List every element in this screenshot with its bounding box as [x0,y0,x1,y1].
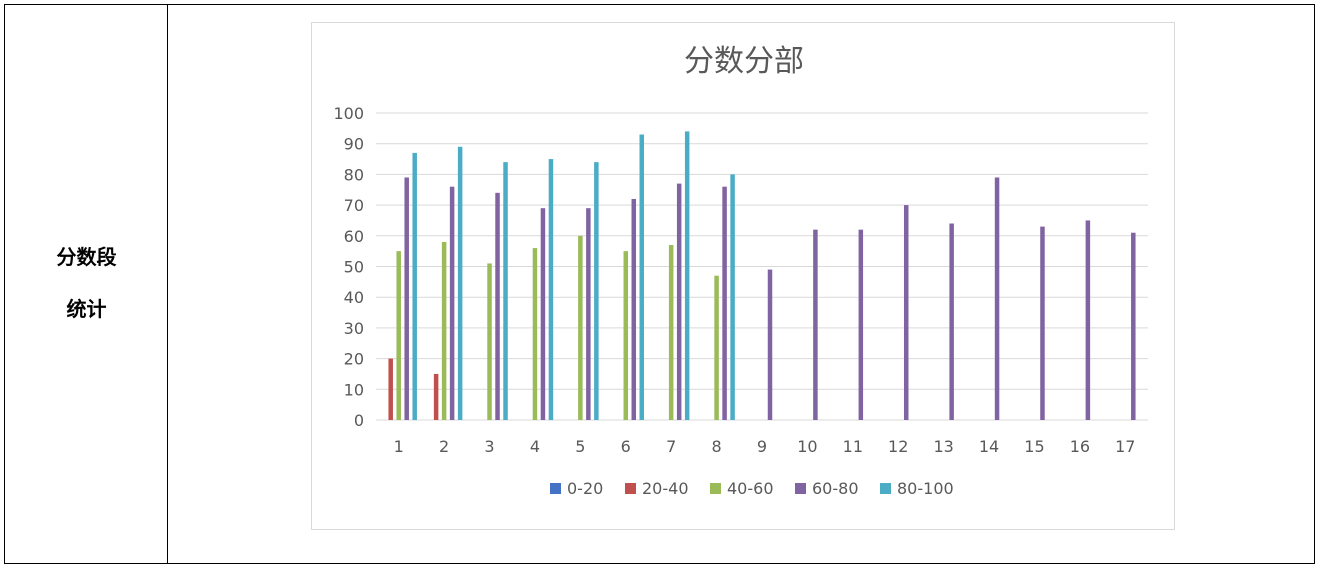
y-tick-label: 100 [333,104,364,123]
row-label-line1: 分数段 [56,245,117,269]
bar-40-60-5 [578,235,583,420]
legend-item: 40-60 [710,479,774,498]
chart-container: 分数分部 0 10 20 30 40 50 60 70 80 90 100 1 2 3 4 5 6 7 8 9 10 1… [311,22,1175,530]
legend-swatch [625,483,636,494]
bar-60-80-16 [1085,220,1091,420]
bar-40-60-3 [487,263,492,420]
legend-label: 80-100 [897,479,954,498]
bar-60-80-5 [586,208,591,420]
x-tick-label: 11 [843,437,863,456]
legend-swatch [710,483,721,494]
y-tick-label: 90 [344,135,364,154]
y-tick-label: 70 [344,196,364,215]
bar-80-100-5 [594,162,599,420]
legend-label: 0-20 [567,479,603,498]
bar-80-100-1 [412,152,417,420]
bar-40-60-7 [668,245,674,420]
bar-60-80-3 [495,192,500,420]
y-tick-label: 80 [344,165,364,184]
bar-40-60-6 [623,251,629,420]
bar-80-100-7 [684,131,690,421]
row-label-cell: 分数段 统计 [5,5,168,563]
x-tick-label: 1 [394,437,404,456]
x-tick-label: 9 [757,437,767,456]
x-tick-label: 13 [933,437,953,456]
x-tick-label: 12 [888,437,908,456]
bar-60-80-10 [813,229,818,420]
legend-label: 20-40 [642,479,689,498]
bar-40-60-4 [532,248,538,420]
legend-label: 40-60 [727,479,774,498]
x-tick-label: 4 [530,437,540,456]
bar-60-80-13 [949,223,954,420]
y-tick-label: 50 [344,258,364,277]
bar-20-40-1 [388,358,393,420]
bar-80-100-4 [548,159,554,421]
x-tick-label: 14 [979,437,999,456]
bar-60-80-12 [903,205,909,420]
x-tick-label: 8 [711,437,721,456]
bar-20-40-2 [433,373,439,420]
bar-40-60-1 [396,251,401,420]
y-tick-label: 30 [344,319,364,338]
bar-60-80-14 [994,177,1000,420]
y-tick-label: 40 [344,288,364,307]
x-tick-label: 10 [797,437,817,456]
legend-item: 20-40 [625,479,689,498]
bar-60-80-8 [722,186,727,420]
bar-60-80-2 [449,186,455,420]
y-tick-label: 0 [354,411,364,430]
bar-80-100-6 [639,134,645,420]
bar-60-80-6 [631,198,637,420]
bar-60-80-11 [858,229,864,420]
x-tick-label: 15 [1024,437,1044,456]
legend-swatch [795,483,806,494]
x-tick-label: 16 [1070,437,1090,456]
bar-80-100-3 [503,162,508,420]
bar-60-80-17 [1131,232,1136,420]
legend-label: 60-80 [812,479,859,498]
x-tick-label: 6 [621,437,631,456]
x-tick-label: 2 [439,437,449,456]
bar-40-60-2 [441,241,447,420]
x-tick-label: 17 [1115,437,1135,456]
legend-swatch [880,483,891,494]
bar-60-80-7 [676,183,682,420]
y-tick-label: 60 [344,227,364,246]
legend-item: 0-20 [550,479,603,498]
bar-80-100-2 [457,146,463,420]
x-tick-label: 7 [666,437,676,456]
bar-60-80-1 [404,177,409,420]
chart-title: 分数分部 [684,44,804,79]
legend-swatch [550,483,561,494]
y-tick-label: 20 [344,350,364,369]
bar-60-80-4 [540,208,546,420]
x-tick-label: 3 [484,437,494,456]
x-tick-label: 5 [575,437,585,456]
legend-item: 60-80 [795,479,859,498]
bar-60-80-15 [1040,226,1045,420]
bar-60-80-9 [767,269,773,420]
bar-80-100-8 [730,174,735,420]
row-label-line2: 统计 [66,297,107,321]
bar-40-60-8 [714,275,719,420]
y-tick-label: 10 [344,380,364,399]
legend-item: 80-100 [880,479,954,498]
